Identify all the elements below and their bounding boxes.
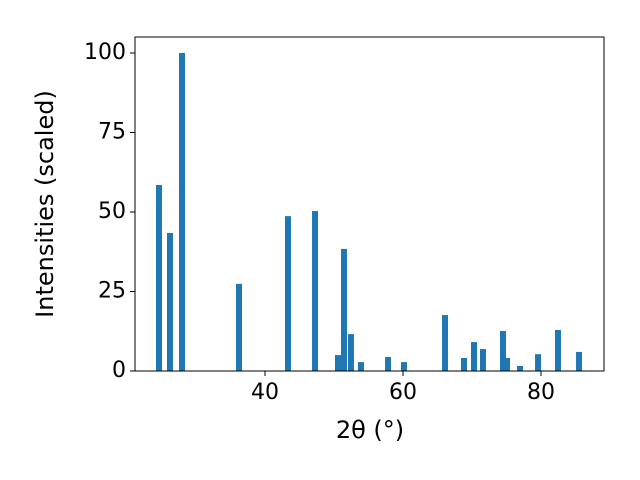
- bar: [312, 211, 319, 371]
- y-tick-label: 0: [112, 358, 126, 383]
- y-tick-label: 75: [98, 119, 126, 144]
- bar: [517, 365, 524, 371]
- bar: [503, 357, 510, 371]
- bar: [178, 52, 185, 372]
- bar: [479, 349, 486, 371]
- y-tick-label: 50: [98, 199, 126, 224]
- bar: [471, 342, 478, 371]
- x-tick-label: 80: [527, 380, 555, 405]
- bar: [499, 330, 506, 371]
- bar: [535, 354, 542, 371]
- bar: [357, 362, 364, 371]
- bar: [554, 329, 561, 371]
- bar: [156, 184, 163, 371]
- bar: [335, 355, 342, 371]
- x-axis-label: 2θ (°): [336, 416, 404, 444]
- bar: [347, 334, 354, 371]
- plot-frame: [134, 36, 605, 372]
- bar: [385, 357, 392, 371]
- bar: [400, 362, 407, 371]
- x-tick-label: 60: [389, 380, 417, 405]
- x-tick-label: 40: [251, 380, 279, 405]
- bar: [235, 283, 242, 371]
- bar: [442, 315, 449, 371]
- bar: [460, 357, 467, 371]
- y-tick-label: 25: [98, 278, 126, 303]
- bar: [166, 232, 173, 371]
- bar: [341, 248, 348, 371]
- y-axis-label: Intensities (scaled): [31, 90, 59, 318]
- bar: [284, 216, 291, 371]
- bar: [576, 351, 583, 371]
- y-tick-label: 100: [84, 40, 126, 65]
